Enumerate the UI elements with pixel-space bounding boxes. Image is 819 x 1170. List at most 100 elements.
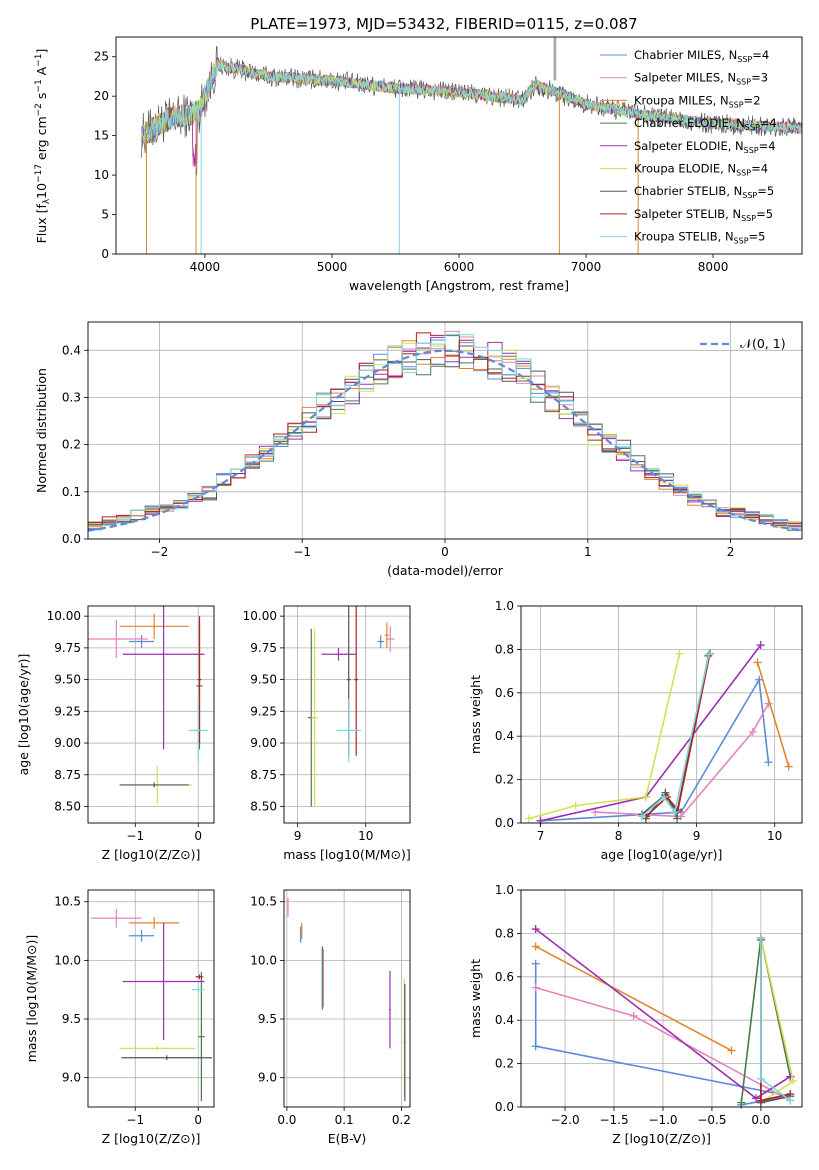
axes-frame (283, 605, 411, 824)
data-point (299, 933, 302, 936)
y-axis-label-part: Flux [f (34, 204, 49, 244)
y-tick-label: 0.8 (495, 926, 514, 940)
mass-weight-marker (751, 1094, 760, 1103)
x-axis-label: Z [log10(Z/Z⊙)] (102, 847, 201, 862)
y-axis-label: mass [log10(M/M⊙)] (24, 935, 39, 1063)
y-axis-label: Flux [fλ10−17 erg cm−2 s−1 A−1] (34, 49, 52, 244)
mass-weight-line (534, 963, 791, 1106)
legend-model: Salpeter STELIB (634, 207, 725, 221)
data-point (162, 653, 165, 656)
y-axis-label-part: −17 (34, 164, 44, 183)
x-tick-label: 5000 (317, 260, 348, 274)
legend-n: N (732, 207, 741, 221)
legend-sep: , (718, 230, 725, 244)
y-tick-label: 9.5 (62, 1012, 81, 1026)
x-axis-label: (data-model)/error (387, 563, 504, 578)
y-axis-label-part: erg cm (34, 116, 49, 164)
mass-weight-marker (727, 1046, 736, 1055)
legend-sep: , (726, 184, 733, 198)
mass-weight-marker (675, 649, 684, 658)
y-axis-label-part: λ (42, 198, 52, 204)
data-point (320, 977, 323, 979)
mass-weight-marker (629, 1011, 638, 1020)
legend-model: Chabrier STELIB (634, 184, 726, 198)
mass-weight-marker (531, 983, 540, 992)
legend-model: Chabrier MILES (634, 48, 721, 62)
data-point (403, 1041, 406, 1044)
legend-entry: Kroupa STELIB, NSSP=5 (634, 230, 766, 246)
mass-weight-line (641, 653, 710, 818)
x-tick-label: 0.1 (335, 1113, 354, 1127)
legend-entry: Kroupa MILES, NSSP=2 (634, 93, 761, 109)
legend-n-value: 4 (769, 116, 776, 130)
legend-n-sub: SSP (742, 191, 757, 200)
legend-sep: , (729, 116, 736, 130)
plot-area (524, 641, 793, 825)
data-point (165, 1056, 168, 1059)
y-tick-label: 9.0 (258, 1071, 277, 1085)
mass-weight-line (535, 945, 732, 1052)
mass-weight-vs-metallicity-panel: −2.0 −1.5 −1.0 −0.5 0.0 0.0 0.2 0.4 0.6 0.8 1.0 Z [… (468, 883, 803, 1146)
data-point (198, 975, 201, 978)
y-tick-label: 9.0 (62, 1071, 81, 1085)
x-tick-label: −2 (151, 545, 169, 559)
axes-frame (283, 889, 411, 1108)
legend-eq: = (751, 71, 761, 85)
legend-n: N (735, 139, 744, 153)
y-tick-label: 1.0 (495, 599, 514, 613)
mass-weight-marker (756, 641, 765, 650)
x-tick-label: 0 (194, 1113, 202, 1127)
axes-frame (520, 889, 803, 1108)
mass-weight-marker (756, 933, 765, 942)
y-tick-label: 10 (94, 168, 109, 182)
plot-area (88, 330, 802, 532)
x-tick-label: −1.0 (648, 1113, 677, 1127)
y-tick-label: 10.00 (243, 609, 277, 623)
residual-histogram (88, 332, 802, 525)
legend-eq: = (757, 184, 767, 198)
figure-title: PLATE=1973, MJD=53432, FIBERID=0115, z=0… (250, 15, 637, 33)
residuals-panel: −2 −1 0 1 2 0.0 0.1 0.2 0.3 0.4 (data-model)/error… (34, 321, 803, 578)
legend-entry: Salpeter STELIB, NSSP=5 (634, 207, 773, 223)
mass-weight-marker (789, 1076, 798, 1085)
legend-n-value: 4 (768, 139, 775, 153)
legend-model: Salpeter MILES (634, 71, 720, 85)
legend-entry: Chabrier STELIB, NSSP=5 (634, 184, 774, 200)
y-tick-label: 0.1 (62, 485, 81, 499)
legend-sep: , (720, 71, 727, 85)
y-tick-label: 0.0 (495, 1100, 514, 1114)
y-axis-label: mass weight (468, 675, 483, 754)
legend-eq: = (752, 48, 762, 62)
y-tick-label: 8.50 (54, 800, 81, 814)
x-tick-label: −1 (126, 829, 144, 843)
x-tick-label: 0.2 (392, 1113, 411, 1127)
x-tick-label: −0.5 (697, 1113, 726, 1127)
legend-n-value: 5 (758, 230, 765, 244)
plot-area (531, 925, 798, 1109)
legend-n: N (727, 71, 736, 85)
mass-weight-marker (756, 1074, 765, 1083)
legend-n-value: 3 (761, 71, 768, 85)
y-tick-label: 9.50 (54, 673, 81, 687)
y-tick-label: 0.6 (495, 970, 514, 984)
x-tick-label: 9 (294, 829, 302, 843)
y-tick-label: 10.5 (54, 895, 81, 909)
y-tick-label: 0.4 (62, 343, 81, 357)
data-point (389, 638, 392, 640)
mass-weight-marker (755, 675, 764, 684)
legend-entry: Salpeter ELODIE, NSSP=4 (634, 139, 776, 155)
legend-eq: = (760, 116, 770, 130)
legend-entry: Kroupa ELODIE, NSSP=4 (634, 162, 768, 178)
x-tick-label: −2.0 (550, 1113, 579, 1127)
data-point (287, 906, 289, 909)
plot-area (287, 898, 406, 1102)
y-tick-label: 10.00 (47, 609, 81, 623)
data-point (379, 640, 382, 643)
data-point (197, 988, 200, 991)
x-tick-label: 1 (584, 545, 592, 559)
mass-weight-line (756, 662, 790, 767)
mass-weight-marker (764, 758, 773, 767)
legend-n-value: 4 (761, 162, 768, 176)
mass-weight-marker (571, 801, 580, 810)
